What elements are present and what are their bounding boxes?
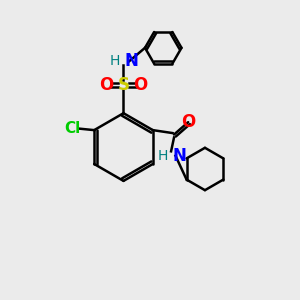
Text: S: S: [118, 76, 130, 94]
Text: Cl: Cl: [64, 121, 80, 136]
Text: H: H: [110, 54, 120, 68]
Text: N: N: [172, 147, 186, 165]
Text: O: O: [99, 76, 113, 94]
Text: O: O: [181, 113, 195, 131]
Text: N: N: [125, 52, 139, 70]
Text: H: H: [157, 149, 167, 163]
Text: O: O: [134, 76, 148, 94]
